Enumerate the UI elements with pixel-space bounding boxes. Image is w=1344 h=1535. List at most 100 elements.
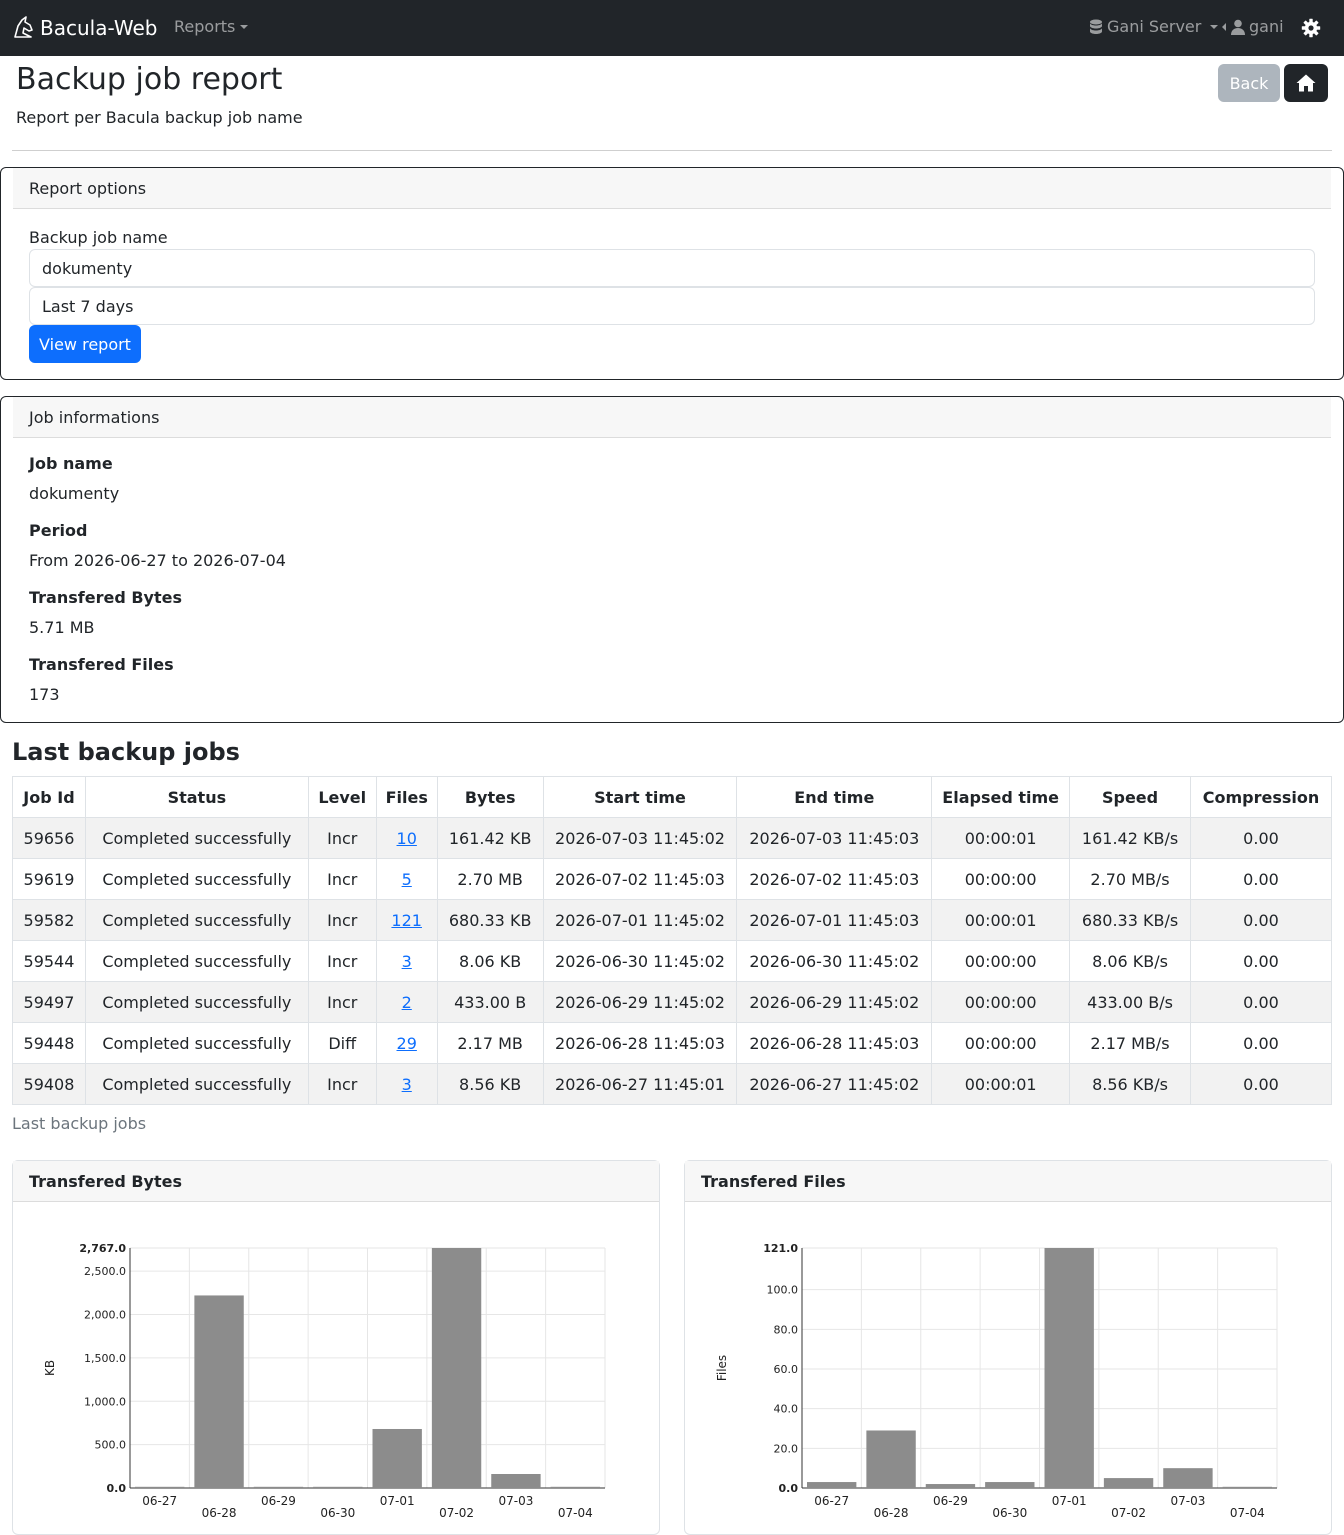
table-cell: 00:00:00 [931,940,1071,982]
column-header: Speed [1069,776,1191,818]
y-tick-label: 121.0 [763,1242,798,1255]
table-row: 59656 Completed successfully Incr 10 161.42 … [12,817,1333,859]
table-cell: 0.00 [1189,1022,1333,1064]
y-axis-label: Files [715,1355,729,1381]
table-cell: 59497 [12,981,86,1023]
x-tick-label: 06-28 [202,1506,237,1520]
table-caption: Last backup jobs [12,1114,147,1133]
user-menu-label: gani [1249,17,1284,36]
column-header: Status [84,776,309,818]
table-cell: 00:00:01 [931,817,1071,859]
back-button[interactable]: Back [1218,64,1280,102]
bar-07-02 [1103,1478,1154,1488]
bar-06-27 [807,1482,857,1488]
table-cell: 2026-06-27 11:45:02 [736,1063,933,1105]
home-icon [1296,74,1316,92]
table-cell: 0.00 [1189,899,1333,941]
report-options-card: Report options Backup job name dokumenty… [0,167,1344,380]
table-cell: 161.42 KB [436,817,544,859]
files-link[interactable]: 10 [396,828,417,848]
x-tick-label: 07-03 [1171,1494,1206,1508]
table-cell: 0.00 [1189,940,1333,982]
y-tick-label: 0.0 [107,1482,127,1495]
table-cell: 2.70 MB/s [1069,858,1191,900]
server-menu[interactable]: Gani Server [1089,17,1219,36]
chevron-down-icon [1210,24,1219,29]
bar-07-01 [372,1428,422,1488]
job-name-select[interactable]: dokumenty [29,249,1315,287]
bar-06-28 [194,1295,244,1488]
table-row: 59448 Completed successfully Diff 29 2.17 MB… [12,1022,1333,1064]
bar-06-29 [925,1484,976,1488]
table-cell: 10 [375,817,438,859]
job-name-term: Job name [29,454,113,473]
report-options-header: Report options [13,168,1331,209]
y-tick-label: 20.0 [774,1442,799,1455]
job-name-label: Backup job name [29,228,168,247]
table-cell: 2026-06-29 11:45:02 [542,981,738,1023]
table-cell: Incr [307,899,377,941]
table-cell: Diff [307,1022,377,1064]
files-term: Transfered Files [29,655,174,674]
x-tick-label: 07-04 [558,1506,593,1520]
y-tick-label: 2,000.0 [84,1309,126,1322]
table-cell: Completed successfully [84,1022,309,1064]
table-cell: Completed successfully [84,940,309,982]
bar-07-03 [1163,1468,1213,1488]
y-tick-label: 500.0 [95,1439,127,1452]
table-cell: Incr [307,981,377,1023]
home-button[interactable] [1284,64,1328,102]
table-cell: 59619 [12,858,86,900]
view-report-button[interactable]: View report [29,325,141,363]
table-cell: 2026-07-02 11:45:03 [736,858,933,900]
x-tick-label: 06-30 [320,1506,355,1520]
column-header: Files [375,776,438,818]
chevron-left-icon [1222,22,1226,31]
bar-07-04 [550,1486,600,1488]
table-row: 59619 Completed successfully Incr 5 2.70 MB 2… [12,858,1333,900]
table-cell: 00:00:01 [931,1063,1071,1105]
table-cell: 59582 [12,899,86,941]
user-menu[interactable]: gani [1222,17,1284,36]
table-cell: 0.00 [1189,817,1333,859]
bar-06-27 [135,1486,185,1488]
bytes-chart-card: Transfered Bytes 0.0 500.0 1,000.0 1,500.0 2… [12,1160,660,1535]
table-row: 59544 Completed successfully Incr 3 8.06 KB 2… [12,940,1333,982]
table-cell: 0.00 [1189,858,1333,900]
table-cell: 2 [375,981,438,1023]
x-tick-label: 06-27 [142,1494,177,1508]
column-header: Elapsed time [931,776,1071,818]
last-jobs-title: Last backup jobs [12,738,240,766]
bar-07-04 [1222,1486,1272,1488]
server-menu-label: Gani Server [1107,17,1202,36]
files-link[interactable]: 3 [401,951,412,971]
reports-menu[interactable]: Reports [174,17,249,36]
files-link[interactable]: 29 [396,1033,417,1053]
table-cell: Completed successfully [84,1063,309,1105]
brand-link[interactable]: Bacula-Web [12,12,157,44]
bytes-value: 5.71 MB [29,618,95,637]
table-cell: Completed successfully [84,899,309,941]
table-cell: Completed successfully [84,817,309,859]
period-select[interactable]: Last 7 days [29,287,1315,325]
table-cell: 2026-07-02 11:45:03 [542,858,738,900]
files-link[interactable]: 121 [391,910,422,930]
table-row: 59497 Completed successfully Incr 2 433.00 B… [12,981,1333,1023]
table-cell: 59656 [12,817,86,859]
x-tick-label: 06-29 [933,1494,968,1508]
table-cell: 2026-06-28 11:45:03 [542,1022,738,1064]
bar-07-02 [431,1248,482,1488]
files-link[interactable]: 5 [401,869,412,889]
y-tick-label: 2,500.0 [84,1265,126,1278]
table-cell: 8.06 KB/s [1069,940,1191,982]
gear-icon[interactable] [1301,18,1321,38]
table-cell: 00:00:00 [931,1022,1071,1064]
column-header: End time [736,776,933,818]
files-link[interactable]: 3 [401,1074,412,1094]
table-cell: 5 [375,858,438,900]
table-cell: 680.33 KB/s [1069,899,1191,941]
table-header-row: Job Id Status Level Files Bytes Start ti… [12,776,1333,818]
files-link[interactable]: 2 [401,992,412,1012]
navbar: Bacula-Web Reports Gani Server gani [0,0,1344,56]
job-info-card: Job informations Job name dokumenty Peri… [0,396,1344,723]
